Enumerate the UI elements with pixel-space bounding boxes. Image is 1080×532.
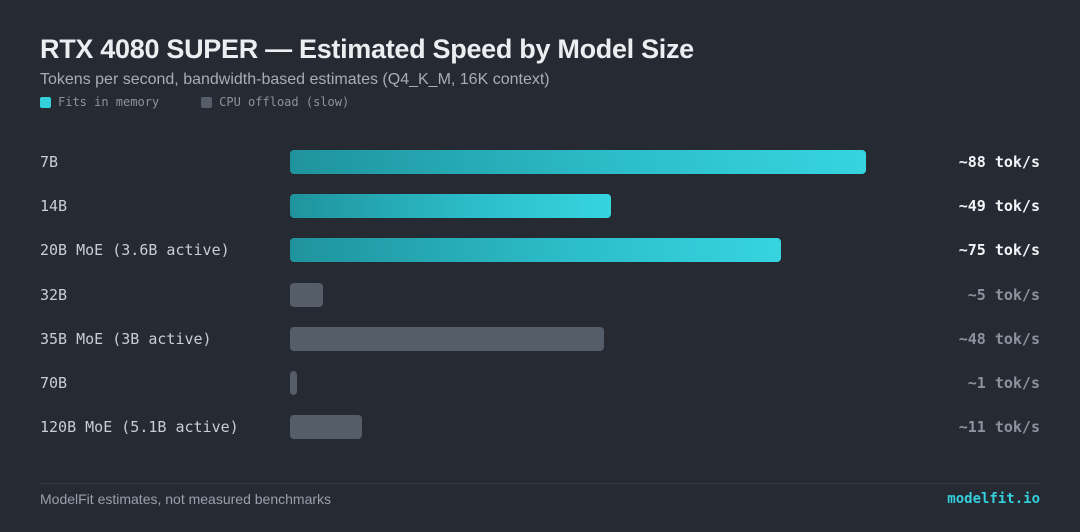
bar-category-label: 120B MoE (5.1B active) — [40, 418, 239, 437]
chart-title: RTX 4080 SUPER — Estimated Speed by Mode… — [40, 34, 694, 64]
bar-category-label: 32B — [40, 285, 68, 304]
footer-brand-link[interactable]: modelfit.io — [947, 491, 1040, 507]
bar — [290, 194, 611, 219]
bar-value-label: ~5 tok/s — [967, 285, 1040, 304]
bar — [290, 238, 782, 263]
legend-item-offload: CPU offload (slow) — [201, 95, 349, 109]
chart-subtitle: Tokens per second, bandwidth-based estim… — [40, 71, 550, 88]
bar-category-label: 35B MoE (3B active) — [40, 329, 212, 348]
bar — [290, 150, 867, 174]
legend-swatch-fits — [40, 96, 51, 108]
bar-value-label: ~75 tok/s — [958, 241, 1040, 260]
bar-value-label: ~11 tok/s — [958, 418, 1040, 437]
legend-swatch-offload — [201, 96, 213, 108]
footer-divider — [40, 483, 1040, 484]
bar — [290, 415, 363, 440]
legend-item-fits: Fits in memory — [40, 95, 159, 109]
bar-category-label: 7B — [40, 153, 59, 171]
bar-value-label: ~1 tok/s — [967, 374, 1040, 392]
bar-category-label: 14B — [40, 197, 68, 216]
footer-note: ModelFit estimates, not measured benchma… — [40, 491, 332, 507]
bar — [290, 282, 323, 307]
bar-value-label: ~48 tok/s — [958, 329, 1040, 348]
bar-category-label: 70B — [40, 374, 68, 392]
bar-category-label: 20B MoE (3.6B active) — [40, 241, 230, 260]
bar-value-label: ~49 tok/s — [958, 197, 1040, 216]
bar — [290, 326, 605, 351]
bar — [290, 371, 297, 395]
bar-value-label: ~88 tok/s — [958, 153, 1040, 171]
legend: Fits in memory CPU offload (slow) — [40, 95, 391, 109]
legend-label-offload: CPU offload (slow) — [219, 95, 350, 109]
legend-label-fits: Fits in memory — [58, 95, 160, 109]
